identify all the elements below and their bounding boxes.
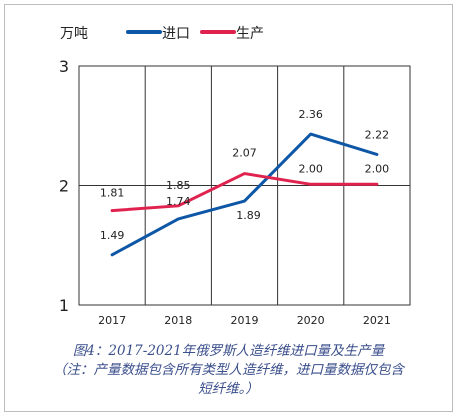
y-tick-label: 3 — [59, 57, 69, 76]
data-label: 2.07 — [232, 147, 257, 160]
x-axis: 2017 2018 2019 2020 2021 — [98, 314, 391, 327]
y-tick-label: 2 — [59, 177, 69, 196]
data-label: 2.00 — [298, 162, 323, 175]
x-tick-label: 2020 — [297, 314, 325, 327]
data-label: 1.85 — [166, 179, 191, 192]
caption-note-line2: 短纤维。） — [198, 381, 259, 397]
series-lines — [110, 132, 379, 257]
x-tick-label: 2018 — [164, 314, 192, 327]
caption-title: 图4：2017-2021年俄罗斯人造纤维进口量及生产量 — [72, 343, 385, 359]
x-tick-label: 2017 — [98, 314, 126, 327]
data-label: 2.00 — [365, 162, 390, 175]
caption-note-line1: （注：产量数据包含所有类型人造纤维，进口量数据仅包含 — [53, 362, 404, 378]
data-label: 2.36 — [298, 108, 323, 121]
legend-label: 生产 — [236, 26, 264, 42]
series-line — [110, 132, 379, 257]
data-label: 1.89 — [236, 209, 261, 222]
y-axis: 1 2 3 — [59, 57, 69, 315]
data-label: 2.22 — [365, 128, 390, 141]
legend-label: 进口 — [162, 26, 190, 42]
line-chart: 万吨 进口 生产 1 2 3 2017 2018 2019 2020 2021 1.49 1.7… — [59, 26, 411, 327]
data-labels: 1.49 1.74 1.89 2.36 2.22 1.81 1.85 2.07 2.00 2.00 — [100, 108, 389, 242]
data-label: 1.81 — [100, 187, 125, 200]
data-label: 1.49 — [100, 229, 125, 242]
x-tick-label: 2019 — [231, 314, 259, 327]
series-line — [110, 172, 379, 213]
x-tick-label: 2021 — [363, 314, 391, 327]
y-tick-label: 1 — [59, 296, 69, 315]
data-label: 1.74 — [166, 195, 191, 208]
legend: 进口 生产 — [126, 26, 264, 42]
unit-label: 万吨 — [60, 26, 88, 42]
